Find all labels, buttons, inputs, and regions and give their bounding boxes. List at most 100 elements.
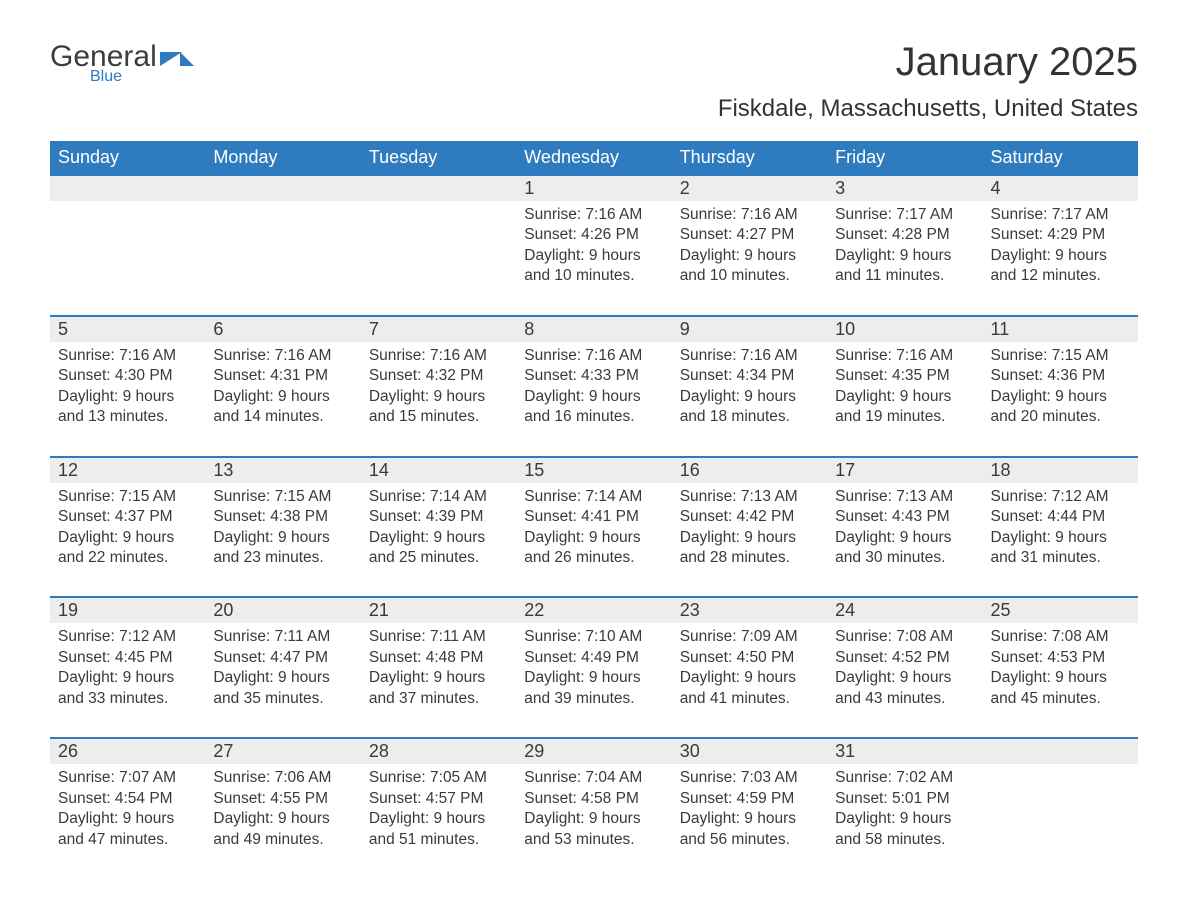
sunrise-line: Sunrise: 7:16 AM — [213, 346, 352, 366]
sunset-line: Sunset: 4:43 PM — [835, 507, 974, 527]
day-content-cell: Sunrise: 7:17 AMSunset: 4:29 PMDaylight:… — [983, 201, 1138, 316]
sunset-line: Sunset: 4:53 PM — [991, 648, 1130, 668]
day-content-row: Sunrise: 7:16 AMSunset: 4:30 PMDaylight:… — [50, 342, 1138, 457]
logo-sail-icon — [180, 52, 194, 66]
day-number-cell — [50, 175, 205, 201]
day-content-cell: Sunrise: 7:10 AMSunset: 4:49 PMDaylight:… — [516, 623, 671, 738]
sunset-line: Sunset: 4:58 PM — [524, 789, 663, 809]
day-number-row: 567891011 — [50, 316, 1138, 342]
day-number-cell: 13 — [205, 457, 360, 483]
day-content-cell: Sunrise: 7:16 AMSunset: 4:26 PMDaylight:… — [516, 201, 671, 316]
day-number-row: 262728293031 — [50, 738, 1138, 764]
daylight-line: Daylight: 9 hours and 23 minutes. — [213, 528, 352, 569]
daylight-line: Daylight: 9 hours and 33 minutes. — [58, 668, 197, 709]
day-number-cell — [205, 175, 360, 201]
day-number-cell: 10 — [827, 316, 982, 342]
day-content-cell: Sunrise: 7:08 AMSunset: 4:53 PMDaylight:… — [983, 623, 1138, 738]
sunrise-line: Sunrise: 7:15 AM — [991, 346, 1130, 366]
day-content-cell: Sunrise: 7:16 AMSunset: 4:27 PMDaylight:… — [672, 201, 827, 316]
sunrise-line: Sunrise: 7:16 AM — [524, 346, 663, 366]
sunrise-line: Sunrise: 7:11 AM — [213, 627, 352, 647]
weekday-header-row: SundayMondayTuesdayWednesdayThursdayFrid… — [50, 141, 1138, 175]
sunrise-line: Sunrise: 7:10 AM — [524, 627, 663, 647]
sunrise-line: Sunrise: 7:09 AM — [680, 627, 819, 647]
day-number-cell: 8 — [516, 316, 671, 342]
sunset-line: Sunset: 4:59 PM — [680, 789, 819, 809]
weekday-header: Wednesday — [516, 141, 671, 175]
day-content-cell: Sunrise: 7:15 AMSunset: 4:37 PMDaylight:… — [50, 483, 205, 598]
sunset-line: Sunset: 4:30 PM — [58, 366, 197, 386]
sunrise-line: Sunrise: 7:08 AM — [991, 627, 1130, 647]
location-text: Fiskdale, Massachusetts, United States — [718, 95, 1138, 123]
sunrise-line: Sunrise: 7:15 AM — [58, 487, 197, 507]
daylight-line: Daylight: 9 hours and 51 minutes. — [369, 809, 508, 850]
daylight-line: Daylight: 9 hours and 56 minutes. — [680, 809, 819, 850]
day-content-row: Sunrise: 7:15 AMSunset: 4:37 PMDaylight:… — [50, 483, 1138, 598]
day-number-cell: 20 — [205, 597, 360, 623]
sunrise-line: Sunrise: 7:17 AM — [835, 205, 974, 225]
sunrise-line: Sunrise: 7:07 AM — [58, 768, 197, 788]
day-number-cell: 25 — [983, 597, 1138, 623]
daylight-line: Daylight: 9 hours and 10 minutes. — [680, 246, 819, 287]
sunset-line: Sunset: 4:57 PM — [369, 789, 508, 809]
daylight-line: Daylight: 9 hours and 20 minutes. — [991, 387, 1130, 428]
sunset-line: Sunset: 4:48 PM — [369, 648, 508, 668]
daylight-line: Daylight: 9 hours and 37 minutes. — [369, 668, 508, 709]
day-number-cell: 22 — [516, 597, 671, 623]
sunset-line: Sunset: 4:52 PM — [835, 648, 974, 668]
day-content-cell — [205, 201, 360, 316]
sunset-line: Sunset: 5:01 PM — [835, 789, 974, 809]
day-content-row: Sunrise: 7:12 AMSunset: 4:45 PMDaylight:… — [50, 623, 1138, 738]
daylight-line: Daylight: 9 hours and 28 minutes. — [680, 528, 819, 569]
sunrise-line: Sunrise: 7:16 AM — [680, 205, 819, 225]
sunrise-line: Sunrise: 7:11 AM — [369, 627, 508, 647]
day-number-cell: 28 — [361, 738, 516, 764]
daylight-line: Daylight: 9 hours and 22 minutes. — [58, 528, 197, 569]
weekday-header: Monday — [205, 141, 360, 175]
calendar-table: SundayMondayTuesdayWednesdayThursdayFrid… — [50, 141, 1138, 878]
day-content-cell: Sunrise: 7:16 AMSunset: 4:32 PMDaylight:… — [361, 342, 516, 457]
day-content-cell: Sunrise: 7:14 AMSunset: 4:39 PMDaylight:… — [361, 483, 516, 598]
daylight-line: Daylight: 9 hours and 49 minutes. — [213, 809, 352, 850]
sunrise-line: Sunrise: 7:16 AM — [369, 346, 508, 366]
daylight-line: Daylight: 9 hours and 47 minutes. — [58, 809, 197, 850]
day-content-cell: Sunrise: 7:15 AMSunset: 4:38 PMDaylight:… — [205, 483, 360, 598]
day-number-cell — [983, 738, 1138, 764]
day-number-cell: 18 — [983, 457, 1138, 483]
sunrise-line: Sunrise: 7:03 AM — [680, 768, 819, 788]
sunset-line: Sunset: 4:34 PM — [680, 366, 819, 386]
day-content-cell: Sunrise: 7:16 AMSunset: 4:31 PMDaylight:… — [205, 342, 360, 457]
sunrise-line: Sunrise: 7:16 AM — [524, 205, 663, 225]
day-content-cell: Sunrise: 7:17 AMSunset: 4:28 PMDaylight:… — [827, 201, 982, 316]
sunrise-line: Sunrise: 7:05 AM — [369, 768, 508, 788]
day-content-cell: Sunrise: 7:09 AMSunset: 4:50 PMDaylight:… — [672, 623, 827, 738]
day-number-cell: 29 — [516, 738, 671, 764]
daylight-line: Daylight: 9 hours and 12 minutes. — [991, 246, 1130, 287]
daylight-line: Daylight: 9 hours and 13 minutes. — [58, 387, 197, 428]
day-number-row: 12131415161718 — [50, 457, 1138, 483]
daylight-line: Daylight: 9 hours and 10 minutes. — [524, 246, 663, 287]
day-content-cell: Sunrise: 7:13 AMSunset: 4:42 PMDaylight:… — [672, 483, 827, 598]
day-content-cell: Sunrise: 7:06 AMSunset: 4:55 PMDaylight:… — [205, 764, 360, 878]
day-content-cell: Sunrise: 7:12 AMSunset: 4:45 PMDaylight:… — [50, 623, 205, 738]
day-number-cell: 16 — [672, 457, 827, 483]
day-content-cell: Sunrise: 7:16 AMSunset: 4:34 PMDaylight:… — [672, 342, 827, 457]
day-number-cell: 3 — [827, 175, 982, 201]
daylight-line: Daylight: 9 hours and 41 minutes. — [680, 668, 819, 709]
day-number-row: 19202122232425 — [50, 597, 1138, 623]
day-content-cell: Sunrise: 7:14 AMSunset: 4:41 PMDaylight:… — [516, 483, 671, 598]
sunset-line: Sunset: 4:28 PM — [835, 225, 974, 245]
day-number-cell: 2 — [672, 175, 827, 201]
day-content-cell: Sunrise: 7:12 AMSunset: 4:44 PMDaylight:… — [983, 483, 1138, 598]
sunset-line: Sunset: 4:37 PM — [58, 507, 197, 527]
day-number-cell: 5 — [50, 316, 205, 342]
sunrise-line: Sunrise: 7:12 AM — [58, 627, 197, 647]
day-content-cell: Sunrise: 7:04 AMSunset: 4:58 PMDaylight:… — [516, 764, 671, 878]
day-content-row: Sunrise: 7:07 AMSunset: 4:54 PMDaylight:… — [50, 764, 1138, 878]
sunset-line: Sunset: 4:33 PM — [524, 366, 663, 386]
sunrise-line: Sunrise: 7:16 AM — [58, 346, 197, 366]
sunrise-line: Sunrise: 7:15 AM — [213, 487, 352, 507]
sunset-line: Sunset: 4:39 PM — [369, 507, 508, 527]
day-number-cell: 6 — [205, 316, 360, 342]
daylight-line: Daylight: 9 hours and 14 minutes. — [213, 387, 352, 428]
